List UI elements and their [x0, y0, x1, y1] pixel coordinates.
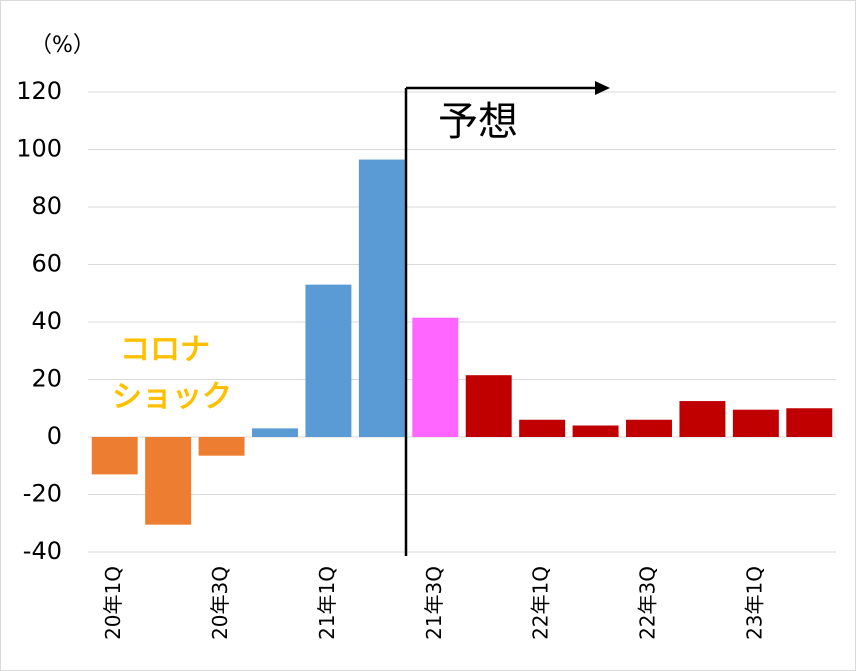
y-unit: （%） — [30, 33, 95, 58]
y-tick-label: 20 — [31, 365, 62, 393]
y-tick-label: 120 — [16, 77, 62, 105]
x-tick-label: 21年3Q — [422, 566, 446, 640]
bar — [626, 419, 672, 437]
bar — [679, 401, 726, 437]
x-tick-label: 22年3Q — [636, 566, 660, 640]
bar — [732, 409, 779, 437]
bar — [252, 428, 298, 437]
y-tick-label: 60 — [31, 250, 62, 278]
bar — [145, 437, 192, 525]
forecast-label: 予想 — [438, 99, 518, 145]
x-tick-label: 20年3Q — [208, 566, 232, 640]
x-tick-label: 23年1Q — [742, 566, 766, 640]
bars — [91, 159, 833, 525]
bar — [412, 317, 459, 437]
bar — [519, 419, 566, 437]
bar — [465, 375, 512, 437]
arrow-head — [595, 81, 610, 95]
bar — [91, 437, 138, 475]
bar — [198, 437, 245, 456]
grid — [88, 91, 836, 553]
bar — [358, 159, 405, 437]
bar — [572, 425, 619, 437]
y-tick-label: -40 — [23, 537, 62, 565]
y-tick-label: 40 — [31, 307, 62, 335]
x-tick-label: 21年1Q — [315, 566, 339, 640]
y-tick-label: 0 — [47, 422, 62, 450]
annotation: ショック — [112, 380, 232, 415]
bar — [786, 408, 833, 437]
y-tick-label: -20 — [23, 480, 62, 508]
x-tick-label: 22年1Q — [529, 566, 553, 640]
annotation: コロナ — [120, 333, 210, 368]
y-tick-label: 100 — [16, 135, 62, 163]
bar — [305, 284, 352, 437]
y-tick-label: 80 — [31, 192, 62, 220]
x-tick-label: 20年1Q — [101, 566, 125, 640]
